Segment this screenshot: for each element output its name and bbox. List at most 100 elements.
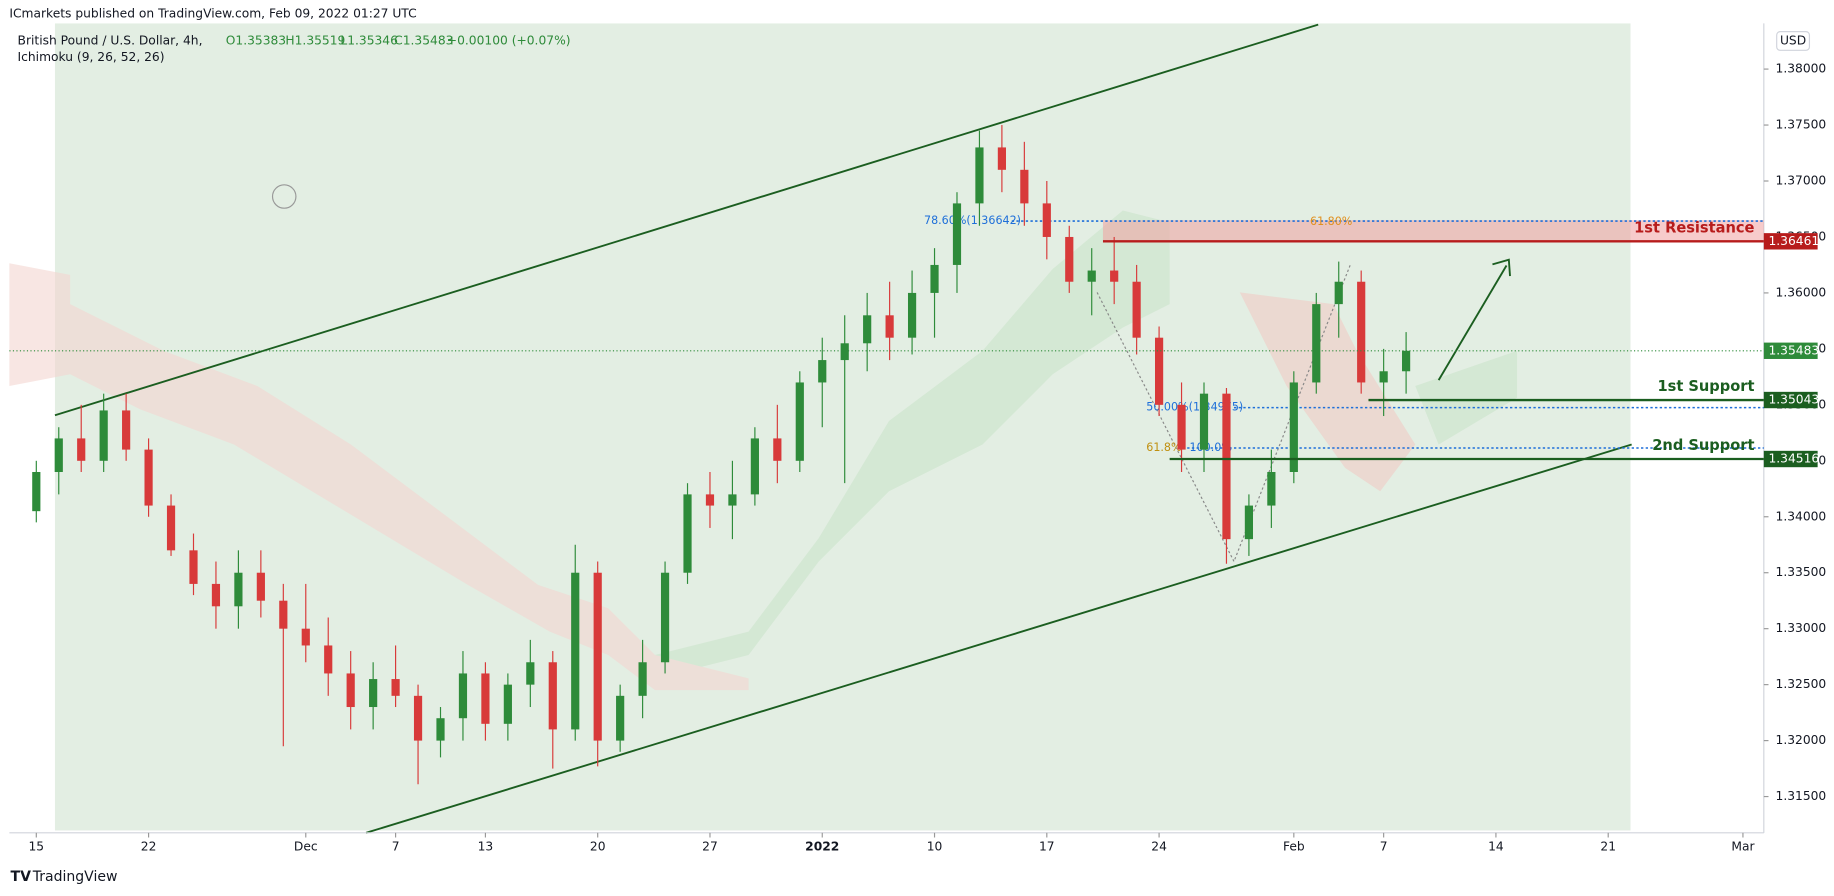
symbol: British Pound / U.S. Dollar, 4h,: [18, 33, 203, 47]
header: ICmarkets published on TradingView.com, …: [9, 7, 416, 21]
x-tick-label: Mar: [1731, 839, 1755, 853]
candle-body: [638, 662, 647, 696]
currency-box[interactable]: [1776, 31, 1811, 51]
candle-body: [99, 410, 108, 461]
fib-label: 78.60%(1.36642): [924, 214, 1021, 227]
ichimoku-cloud-future: [1415, 350, 1518, 445]
last-price-label: 1.35483: [1769, 343, 1820, 357]
candle-body: [1379, 371, 1388, 383]
x-tick-label: 7: [392, 839, 400, 853]
candle-body: [391, 679, 400, 696]
ichimoku-cloud-bearish-2: [1239, 292, 1416, 492]
x-tick-label: 15: [28, 839, 44, 853]
candle-body: [1132, 281, 1141, 338]
candle-body: [1199, 393, 1209, 450]
candle-body: [728, 494, 737, 506]
level-price-box: [1763, 391, 1818, 409]
level-price-box: [1763, 450, 1818, 468]
candle-body: [436, 718, 445, 741]
level-name: 2nd Support: [1652, 437, 1754, 454]
candle-body: [1402, 350, 1411, 372]
candle-body: [1222, 393, 1231, 540]
y-tick-label: 1.32500: [1776, 677, 1827, 691]
indicator: Ichimoku (9, 26, 52, 26): [18, 50, 165, 64]
candle-body: [1312, 304, 1321, 383]
y-tick-label: 1.33500: [1776, 565, 1827, 579]
candle-body: [1042, 203, 1051, 237]
arrow-head: [1492, 258, 1511, 277]
x-tick-label: 7: [1380, 839, 1388, 853]
candle-body: [526, 662, 535, 685]
y-tick-label: 1.32000: [1776, 733, 1827, 747]
x-tick-label: 20: [590, 839, 606, 853]
candle-body: [189, 550, 198, 584]
resistance-zone: [1102, 220, 1764, 242]
candle-body: [1267, 471, 1276, 506]
candle-body: [301, 628, 310, 646]
ohlc-high: H1.35519: [285, 33, 345, 47]
y-tick-label: 1.34000: [1776, 509, 1827, 523]
candle-body: [54, 438, 63, 472]
level-price-box: [1763, 233, 1818, 250]
candle-body: [1087, 270, 1096, 282]
level-price-label: 1.35043: [1769, 393, 1820, 407]
candle-body: [122, 410, 131, 450]
candle-body: [840, 343, 849, 361]
candle-body: [234, 572, 243, 607]
currency[interactable]: USD: [1780, 33, 1806, 47]
candle-body: [683, 494, 692, 573]
candle-body: [571, 572, 580, 730]
candle-body: [750, 438, 759, 495]
candle-body: [795, 382, 804, 461]
candle-body: [211, 583, 221, 607]
x-tick-label: 17: [1039, 839, 1055, 853]
candle-body: [1065, 236, 1074, 282]
x-tick-label: 22: [141, 839, 157, 853]
candle-body: [279, 600, 288, 629]
ohlc-close: C1.35483: [394, 33, 453, 47]
level-name: 1st Support: [1657, 378, 1754, 395]
candle-body: [458, 673, 468, 719]
candle-body: [930, 264, 939, 293]
candle-body: [705, 494, 715, 506]
y-tick-label: 1.33000: [1776, 621, 1827, 635]
x-tick-label: 27: [702, 839, 718, 853]
candle-body: [1177, 404, 1186, 450]
x-tick-label: 14: [1488, 839, 1504, 853]
candle-body: [256, 572, 265, 601]
candle-body: [773, 438, 782, 461]
y-tick-label: 1.38000: [1776, 62, 1827, 76]
ohlc-open: O1.35383: [226, 33, 286, 47]
cursor-circle: [271, 184, 297, 209]
change: +0.00100 (+0.07%): [447, 33, 571, 47]
x-tick-label: 10: [927, 839, 943, 853]
fib-label: 50.00%(1.34975): [1146, 401, 1243, 414]
candle-body: [144, 449, 153, 506]
candle-body: [32, 471, 41, 512]
candle-body: [503, 684, 512, 724]
level-name: 1st Resistance: [1634, 219, 1754, 236]
candle-body: [166, 505, 176, 551]
ichimoku-cloud-bearish: [9, 263, 749, 691]
x-tick-label: Dec: [294, 839, 318, 853]
candle-body: [1334, 281, 1343, 305]
candle-body: [346, 673, 355, 708]
fib-label: 61.80%: [1310, 215, 1352, 228]
y-tick-label: 1.37500: [1776, 118, 1827, 132]
candle-body: [1289, 382, 1298, 472]
level-price-label: 1.36461: [1769, 234, 1820, 248]
candle-body: [1357, 281, 1366, 383]
brand: TradingView: [32, 869, 118, 885]
candle-body: [77, 438, 86, 461]
channel-upper: [54, 23, 1319, 417]
marks: 1.31500 1.32000 1.32500 1.33000 1.33500 1.340…: [9, 62, 1827, 853]
candle-body: [413, 695, 423, 741]
candle-body: [952, 203, 962, 265]
y-tick-label: 1.31500: [1776, 789, 1827, 803]
x-tick-label: 21: [1600, 839, 1616, 853]
ichimoku-cloud-bullish: [655, 210, 1170, 667]
candle-body: [324, 645, 333, 674]
candle-body: [1020, 169, 1029, 204]
